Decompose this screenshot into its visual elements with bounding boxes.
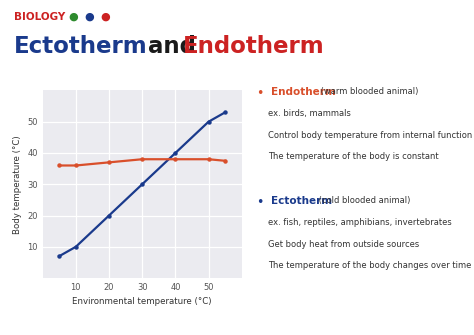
- Text: Endotherm: Endotherm: [182, 35, 324, 58]
- Text: The temperature of the body is constant: The temperature of the body is constant: [268, 152, 438, 161]
- Text: •: •: [256, 87, 264, 100]
- Text: •: •: [256, 196, 264, 209]
- Text: Endotherm: Endotherm: [271, 87, 336, 97]
- Text: Control body temperature from internal function: Control body temperature from internal f…: [268, 131, 472, 140]
- Text: The temperature of the body changes over time: The temperature of the body changes over…: [268, 261, 471, 270]
- Y-axis label: Body temperature (°C): Body temperature (°C): [13, 135, 22, 233]
- Text: Get body heat from outside sources: Get body heat from outside sources: [268, 240, 419, 249]
- X-axis label: Environmental temperature (°C): Environmental temperature (°C): [73, 297, 212, 307]
- Text: ex. birds, mammals: ex. birds, mammals: [268, 109, 351, 118]
- Text: and: and: [140, 35, 204, 58]
- Text: BIOLOGY: BIOLOGY: [14, 12, 65, 22]
- Text: ex. fish, reptiles, amphibians, invertebrates: ex. fish, reptiles, amphibians, inverteb…: [268, 218, 452, 227]
- Text: ●: ●: [69, 12, 79, 22]
- Text: Ectotherm: Ectotherm: [271, 196, 332, 206]
- Text: Ectotherm: Ectotherm: [14, 35, 148, 58]
- Text: ●: ●: [84, 12, 94, 22]
- Text: ●: ●: [100, 12, 110, 22]
- Text: (warm blooded animal): (warm blooded animal): [318, 87, 418, 96]
- Text: (cold blooded animal): (cold blooded animal): [316, 196, 410, 205]
